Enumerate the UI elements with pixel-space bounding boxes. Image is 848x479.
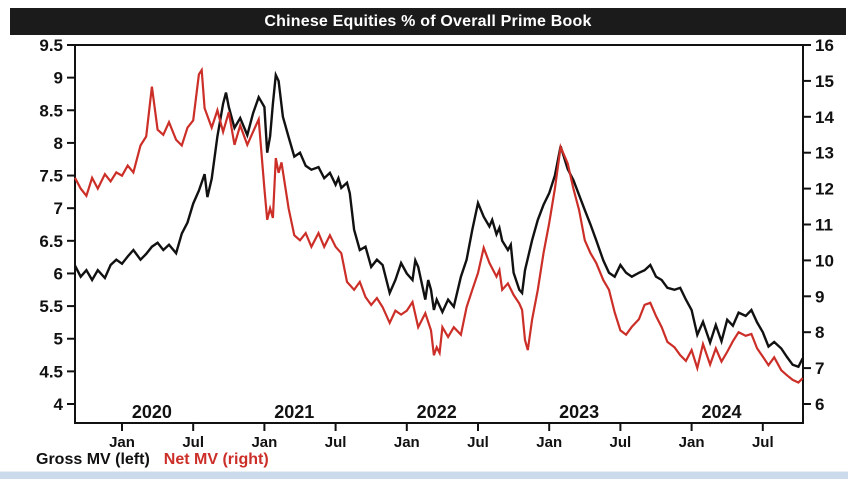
left-axis-tick-label: 5 [54, 330, 63, 349]
left-axis-tick-label: 9 [54, 69, 63, 88]
chart-title: Chinese Equities % of Overall Prime Book [264, 12, 592, 30]
year-label: 2023 [559, 402, 599, 422]
left-axis-tick-label: 8.5 [39, 101, 63, 120]
left-axis-tick-label: 8 [54, 134, 63, 153]
x-axis-tick-label: Jan [394, 434, 420, 451]
right-axis-tick-label: 12 [815, 180, 834, 199]
x-axis-tick-label: Jan [109, 434, 135, 451]
left-axis-tick-label: 4 [54, 395, 64, 414]
right-axis-tick-label: 8 [815, 323, 824, 342]
year-label: 2022 [417, 402, 457, 422]
x-axis-tick-label: Jul [752, 434, 774, 451]
left-axis-tick-label: 5.5 [39, 297, 63, 316]
plot-frame [74, 44, 804, 424]
right-axis-tick-label: 10 [815, 251, 834, 270]
x-axis-tick-label: Jul [182, 434, 204, 451]
left-axis-tick-label: 6.5 [39, 232, 63, 251]
legend-gross-mv: Gross MV (left) [36, 451, 150, 468]
right-axis-tick-label: 9 [815, 287, 824, 306]
legend-net-mv: Net MV (right) [163, 451, 269, 468]
right-axis-tick-label: 6 [815, 395, 824, 414]
chart-title-bar: Chinese Equities % of Overall Prime Book [10, 8, 846, 35]
left-axis-tick-label: 4.5 [39, 362, 63, 381]
right-axis-tick-label: 15 [815, 72, 834, 91]
right-axis-tick-label: 13 [815, 144, 834, 163]
left-axis-tick-label: 9.5 [39, 36, 63, 55]
x-axis-tick-label: Jul [610, 434, 632, 451]
year-label: 2021 [274, 402, 314, 422]
legend: Gross MV (left) Net MV (right) [36, 451, 269, 469]
left-axis-tick-label: 6 [54, 264, 63, 283]
x-axis-tick-label: Jul [325, 434, 347, 451]
right-axis-tick-label: 16 [815, 36, 834, 55]
year-label: 2020 [132, 402, 172, 422]
series-gross-mv-line [73, 70, 804, 369]
series-net-mv-line [74, 66, 804, 384]
bottom-divider-strip [0, 471, 848, 479]
x-axis-tick-label: Jan [536, 434, 562, 451]
x-axis-tick-label: Jul [467, 434, 489, 451]
right-axis-tick-label: 11 [815, 216, 833, 235]
x-axis-tick-label: Jan [251, 434, 277, 451]
right-axis-tick-label: 14 [815, 108, 834, 127]
left-axis-tick-label: 7.5 [39, 167, 63, 186]
year-label: 2024 [701, 402, 741, 422]
right-axis-tick-label: 7 [815, 359, 824, 378]
x-axis-tick-label: Jan [679, 434, 705, 451]
left-axis-tick-label: 7 [54, 199, 63, 218]
